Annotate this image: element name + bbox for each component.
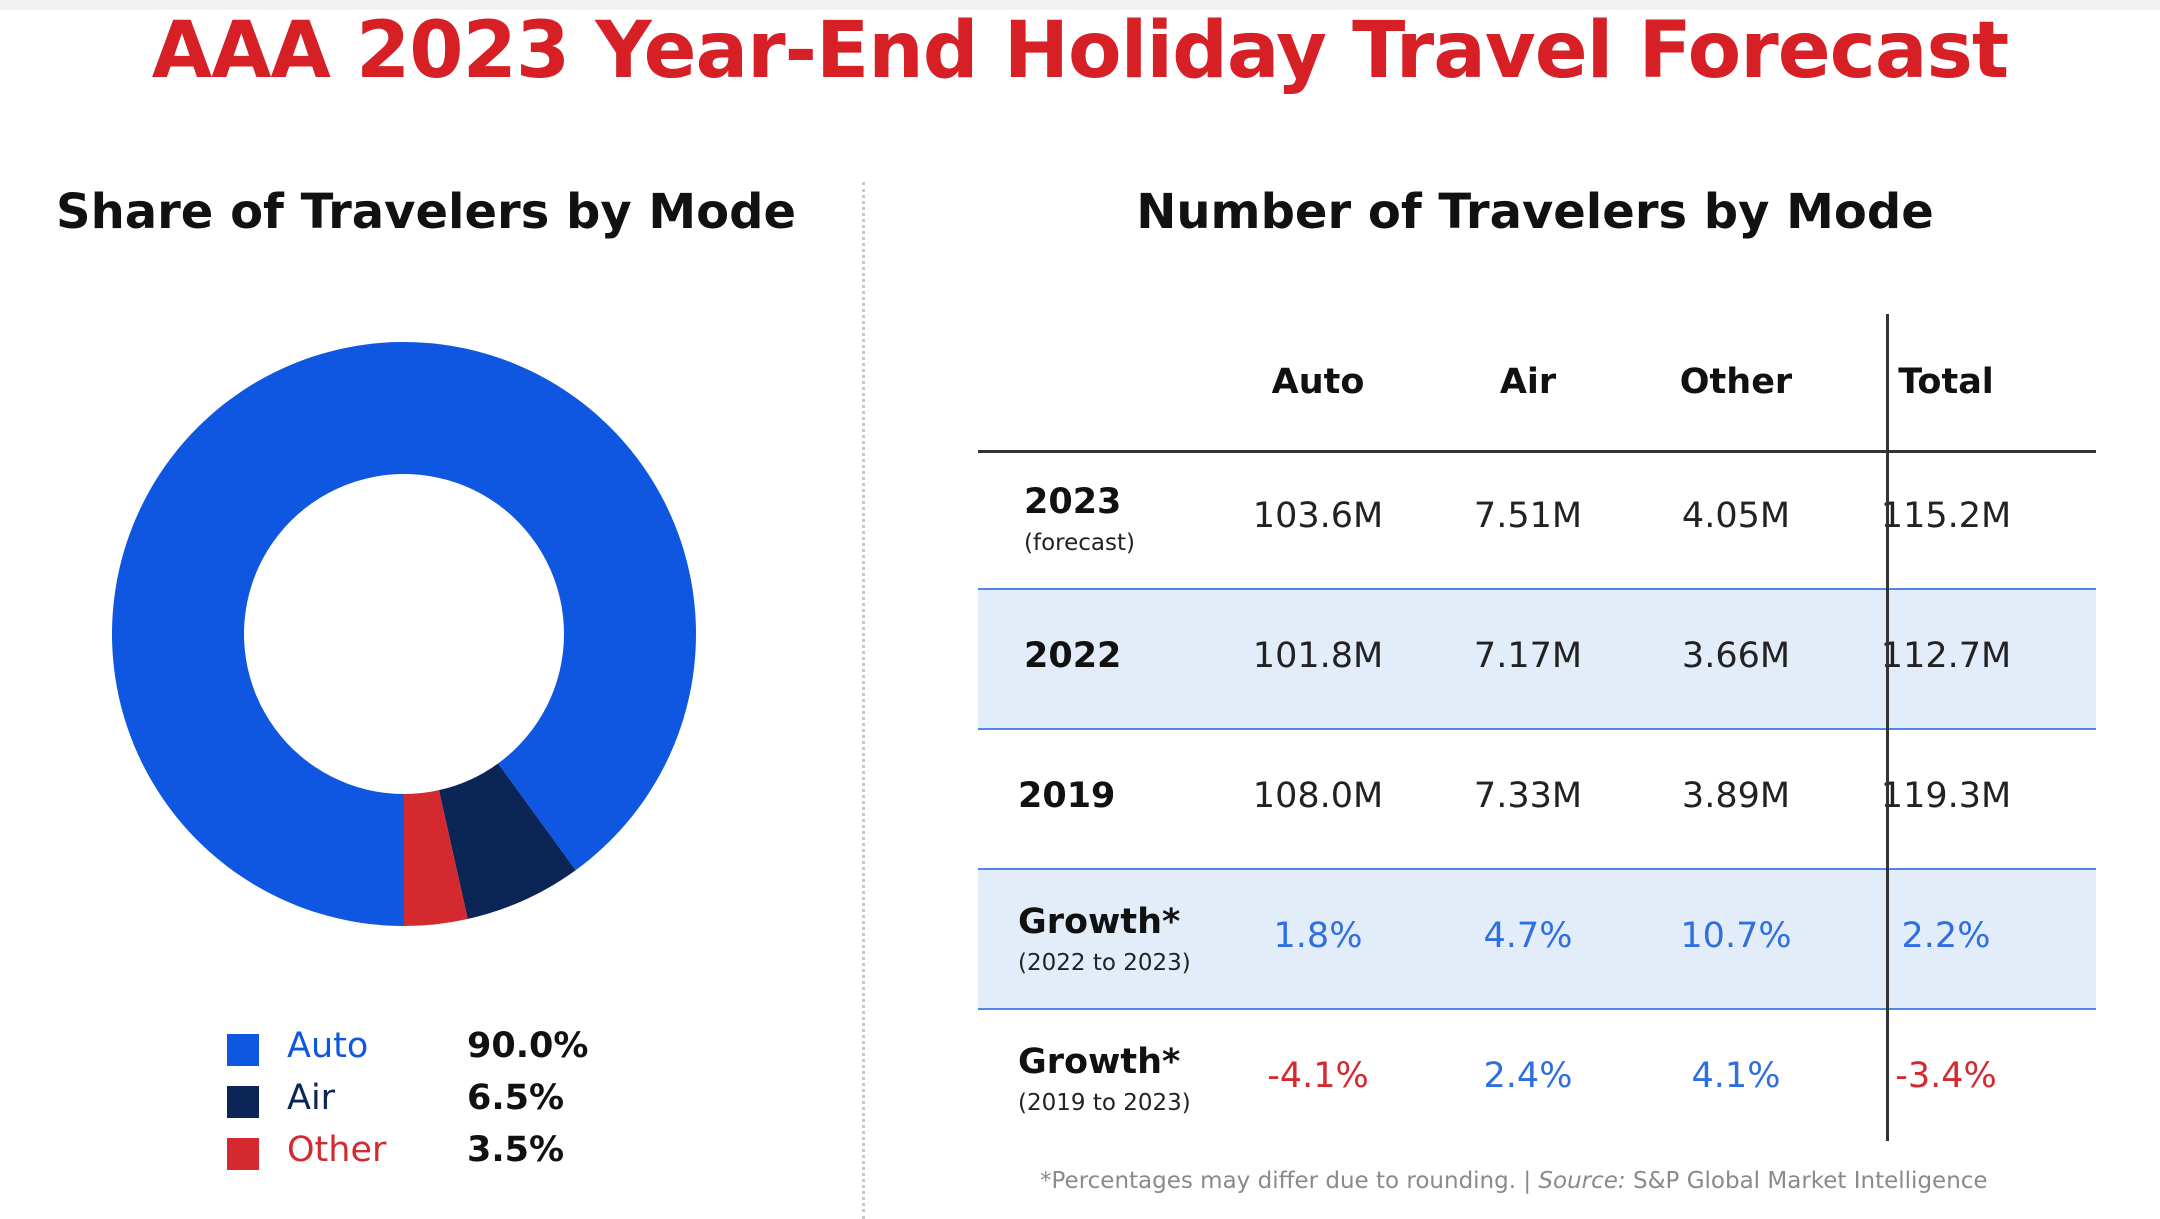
cell-other: 10.7% [1680,916,1792,956]
legend-label-other: Other [287,1130,387,1170]
donut-slice-auto [111,342,696,926]
legend-item-auto: Auto 90.0% [225,1022,645,1074]
cell-other: 3.66M [1681,636,1791,676]
legend-value-air: 6.5% [467,1078,565,1118]
donut-slice-air [438,763,576,919]
cell-auto: 108.0M [1252,776,1384,816]
column-header-other: Other [1679,362,1793,402]
table-title: Number of Travelers by Mode [1136,184,1934,240]
row-label: Growth* [1018,1042,1181,1082]
table-row-2019: 2019 108.0M 7.33M 3.89M 119.3M [978,730,2096,870]
row-sublabel: (2019 to 2023) [1018,1090,1191,1116]
legend-label-auto: Auto [287,1026,369,1066]
cell-auto: -4.1% [1267,1056,1369,1096]
top-strip [0,0,2160,10]
column-header-air: Air [1499,362,1557,402]
legend-swatch-auto [227,1034,259,1066]
row-label: 2019 [1018,776,1116,816]
header-rule [978,450,2096,453]
cell-total: 119.3M [1880,776,2012,816]
travelers-table: Auto Air Other Total 2023 (forecast) 103… [978,320,2096,1148]
cell-air: 4.7% [1483,916,1573,956]
row-label: 2022 [1024,636,1122,676]
cell-other: 4.1% [1691,1056,1781,1096]
legend-swatch-air [227,1086,259,1118]
legend-value-other: 3.5% [467,1130,565,1170]
footnote-text: *Percentages may differ due to rounding.… [1040,1168,1539,1194]
cell-air: 7.33M [1473,776,1583,816]
cell-other: 4.05M [1681,496,1791,536]
cell-total: 2.2% [1901,916,1991,956]
cell-air: 2.4% [1483,1056,1573,1096]
legend-item-air: Air 6.5% [225,1074,645,1126]
table-row-2023: 2023 (forecast) 103.6M 7.51M 4.05M 115.2… [978,450,2096,590]
cell-auto: 1.8% [1273,916,1363,956]
cell-auto: 101.8M [1252,636,1384,676]
table-row-growth-2022-2023: Growth* (2022 to 2023) 1.8% 4.7% 10.7% 2… [978,870,2096,1010]
cell-air: 7.51M [1473,496,1583,536]
cell-total: 112.7M [1880,636,2012,676]
cell-other: 3.89M [1681,776,1791,816]
footnote-source-label: Source: [1538,1168,1626,1194]
donut-chart [111,342,696,926]
cell-total: -3.4% [1895,1056,1997,1096]
table-row-growth-2019-2023: Growth* (2019 to 2023) -4.1% 2.4% 4.1% -… [978,1010,2096,1148]
legend-value-auto: 90.0% [467,1026,589,1066]
table-header: Auto Air Other Total [978,320,2096,453]
section-divider [862,182,865,1219]
table-row-2022: 2022 101.8M 7.17M 3.66M 112.7M [978,590,2096,730]
donut-chart-title: Share of Travelers by Mode [56,184,796,240]
donut-slice-other [404,790,468,926]
footnote: *Percentages may differ due to rounding.… [1040,1168,1988,1194]
footnote-source-text: S&P Global Market Intelligence [1625,1168,1988,1194]
row-sublabel: (forecast) [1024,530,1135,556]
page-title: AAA 2023 Year-End Holiday Travel Forecas… [151,6,2009,96]
legend-swatch-other [227,1138,259,1170]
donut-legend: Auto 90.0% Air 6.5% Other 3.5% [225,1022,645,1178]
legend-item-other: Other 3.5% [225,1126,645,1178]
legend-label-air: Air [287,1078,336,1118]
row-label: Growth* [1018,902,1181,942]
row-label: 2023 [1024,482,1122,522]
cell-total: 115.2M [1880,496,2012,536]
column-header-total: Total [1898,362,1994,402]
row-sublabel: (2022 to 2023) [1018,950,1191,976]
cell-auto: 103.6M [1252,496,1384,536]
column-header-auto: Auto [1271,362,1365,402]
cell-air: 7.17M [1473,636,1583,676]
total-column-rule [1886,314,1889,1141]
